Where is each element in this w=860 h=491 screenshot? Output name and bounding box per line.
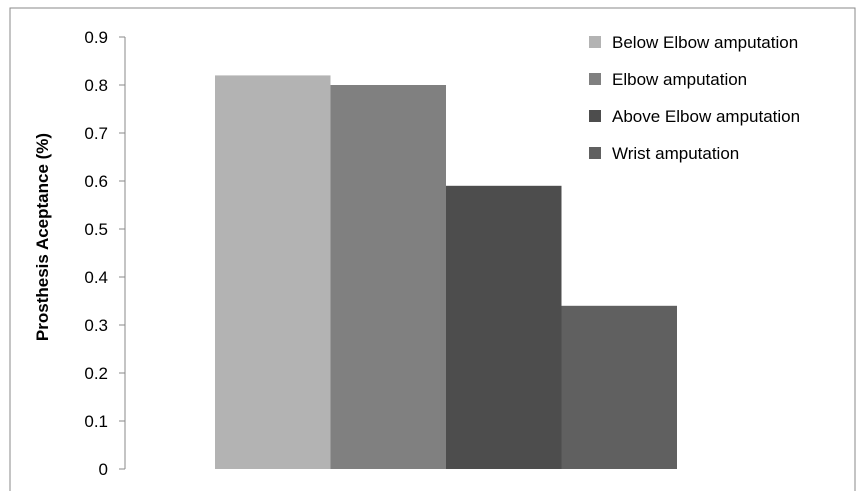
y-tick-label: 0 (99, 460, 108, 479)
legend-swatch (589, 147, 601, 159)
bar-wrist-amputation (561, 305, 677, 469)
legend-swatch (589, 110, 601, 122)
y-tick-label: 0.9 (84, 28, 108, 47)
y-tick-label: 0.3 (84, 316, 108, 335)
y-tick-label: 0.8 (84, 76, 108, 95)
bar-below-elbow-amputation (215, 75, 331, 470)
y-tick-label: 0.1 (84, 412, 108, 431)
y-tick-label: 0.4 (84, 268, 108, 287)
legend-label: Wrist amputation (612, 144, 739, 163)
y-tick-label: 0.2 (84, 364, 108, 383)
legend-swatch (589, 73, 601, 85)
legend-label: Above Elbow amputation (612, 107, 800, 126)
y-tick-label: 0.6 (84, 172, 108, 191)
bar-above-elbow-amputation (446, 185, 562, 470)
bar-elbow-amputation (330, 85, 446, 469)
y-tick-label: 0.5 (84, 220, 108, 239)
legend-swatch (589, 36, 601, 48)
legend-label: Elbow amputation (612, 70, 747, 89)
y-axis-label: Prosthesis Aceptance (%) (33, 133, 52, 341)
y-tick-label: 0.7 (84, 124, 108, 143)
legend-label: Below Elbow amputation (612, 33, 798, 52)
